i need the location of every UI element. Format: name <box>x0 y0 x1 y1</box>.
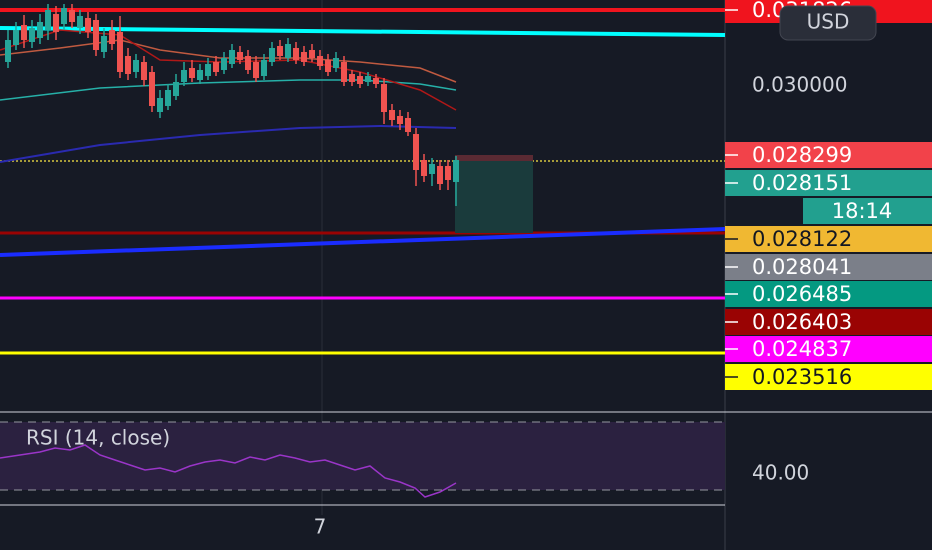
moving-average <box>0 124 457 163</box>
price-label: 0.026403 <box>752 310 852 334</box>
candle-body <box>149 72 155 106</box>
rsi-line <box>0 444 457 498</box>
rsi-title: RSI (14, close) <box>26 426 170 450</box>
candle-body <box>93 20 99 50</box>
candle-body <box>389 110 395 120</box>
price-label: 0.028041 <box>752 255 852 279</box>
position-profit <box>455 161 533 233</box>
candle-body <box>285 44 291 58</box>
price-label-bg <box>725 170 932 196</box>
candle-body <box>341 62 347 82</box>
candle-body <box>13 30 19 45</box>
candle-body <box>237 52 243 60</box>
candle-body <box>405 118 411 132</box>
candle-body <box>29 28 35 42</box>
candle-body <box>45 10 51 30</box>
price-label-bg <box>725 336 932 362</box>
candle-body <box>381 84 387 112</box>
price-labels: 0.0318260.0282990.02815118:140.0281220.0… <box>725 0 932 390</box>
candle-body <box>205 64 211 76</box>
candle-body <box>117 32 123 72</box>
candle-body <box>373 78 379 84</box>
trend-line <box>0 26 726 37</box>
candle-body <box>221 58 227 70</box>
position-loss <box>455 155 533 161</box>
candle-body <box>101 36 107 52</box>
candle-body <box>253 62 259 78</box>
candle-body <box>269 48 275 62</box>
candle-body <box>77 16 83 28</box>
candle-body <box>229 50 235 64</box>
price-label-bg <box>725 281 932 307</box>
candle-body <box>173 82 179 96</box>
candle-body <box>109 30 115 44</box>
candle-body <box>213 62 219 72</box>
price-label-bg <box>725 254 932 280</box>
trend-line <box>0 227 726 257</box>
candle-body <box>157 98 163 112</box>
candle-body <box>69 10 75 22</box>
price-label-bg <box>725 364 932 390</box>
price-label-bg <box>725 309 932 335</box>
x-tick-label: 7 <box>314 515 327 539</box>
candle-body <box>197 70 203 80</box>
candle-body <box>365 76 371 82</box>
candle-body <box>21 25 27 40</box>
candle-body <box>85 18 91 32</box>
candle-body <box>181 70 187 82</box>
candle-body <box>133 60 139 72</box>
currency-button[interactable] <box>779 5 877 41</box>
candle-body <box>429 164 435 174</box>
candle-body <box>53 14 59 32</box>
candle-body <box>261 60 267 76</box>
price-label: 0.026485 <box>752 282 852 306</box>
candle-body <box>125 56 131 74</box>
candle-body <box>453 160 459 182</box>
candle-body <box>189 68 195 78</box>
candle-body <box>437 166 443 184</box>
price-label-bg <box>725 226 932 252</box>
candle-body <box>349 74 355 82</box>
price-label: 0.028299 <box>752 143 852 167</box>
price-label-bg <box>803 198 932 224</box>
candle-body <box>333 58 339 68</box>
candle-body <box>245 56 251 70</box>
candle-body <box>421 160 427 176</box>
candle-body <box>277 46 283 56</box>
candle-body <box>37 22 43 38</box>
price-tick: 0.030000 <box>752 73 847 97</box>
price-label: 0.028122 <box>752 227 852 251</box>
currency-label: USD <box>807 10 850 34</box>
price-label: 18:14 <box>832 199 893 223</box>
moving-average <box>0 39 457 83</box>
candle-body <box>445 166 451 180</box>
candle-body <box>357 76 363 84</box>
candle-body <box>317 56 323 66</box>
candle-body <box>413 134 419 170</box>
moving-average <box>0 79 457 101</box>
candle-body <box>301 52 307 62</box>
price-label: 0.024837 <box>752 337 852 361</box>
candle-body <box>61 8 67 24</box>
rsi-band <box>0 422 725 490</box>
candle-body <box>309 50 315 58</box>
rsi-tick: 40.00 <box>752 461 809 485</box>
price-label-bg <box>725 142 932 168</box>
candles <box>5 4 459 206</box>
price-label: 0.028151 <box>752 171 852 195</box>
candle-body <box>325 60 331 72</box>
candle-body <box>165 90 171 106</box>
candle-body <box>5 40 11 62</box>
price-label: 0.023516 <box>752 365 852 389</box>
candle-body <box>141 62 147 80</box>
candle-body <box>397 116 403 124</box>
candle-body <box>293 48 299 60</box>
